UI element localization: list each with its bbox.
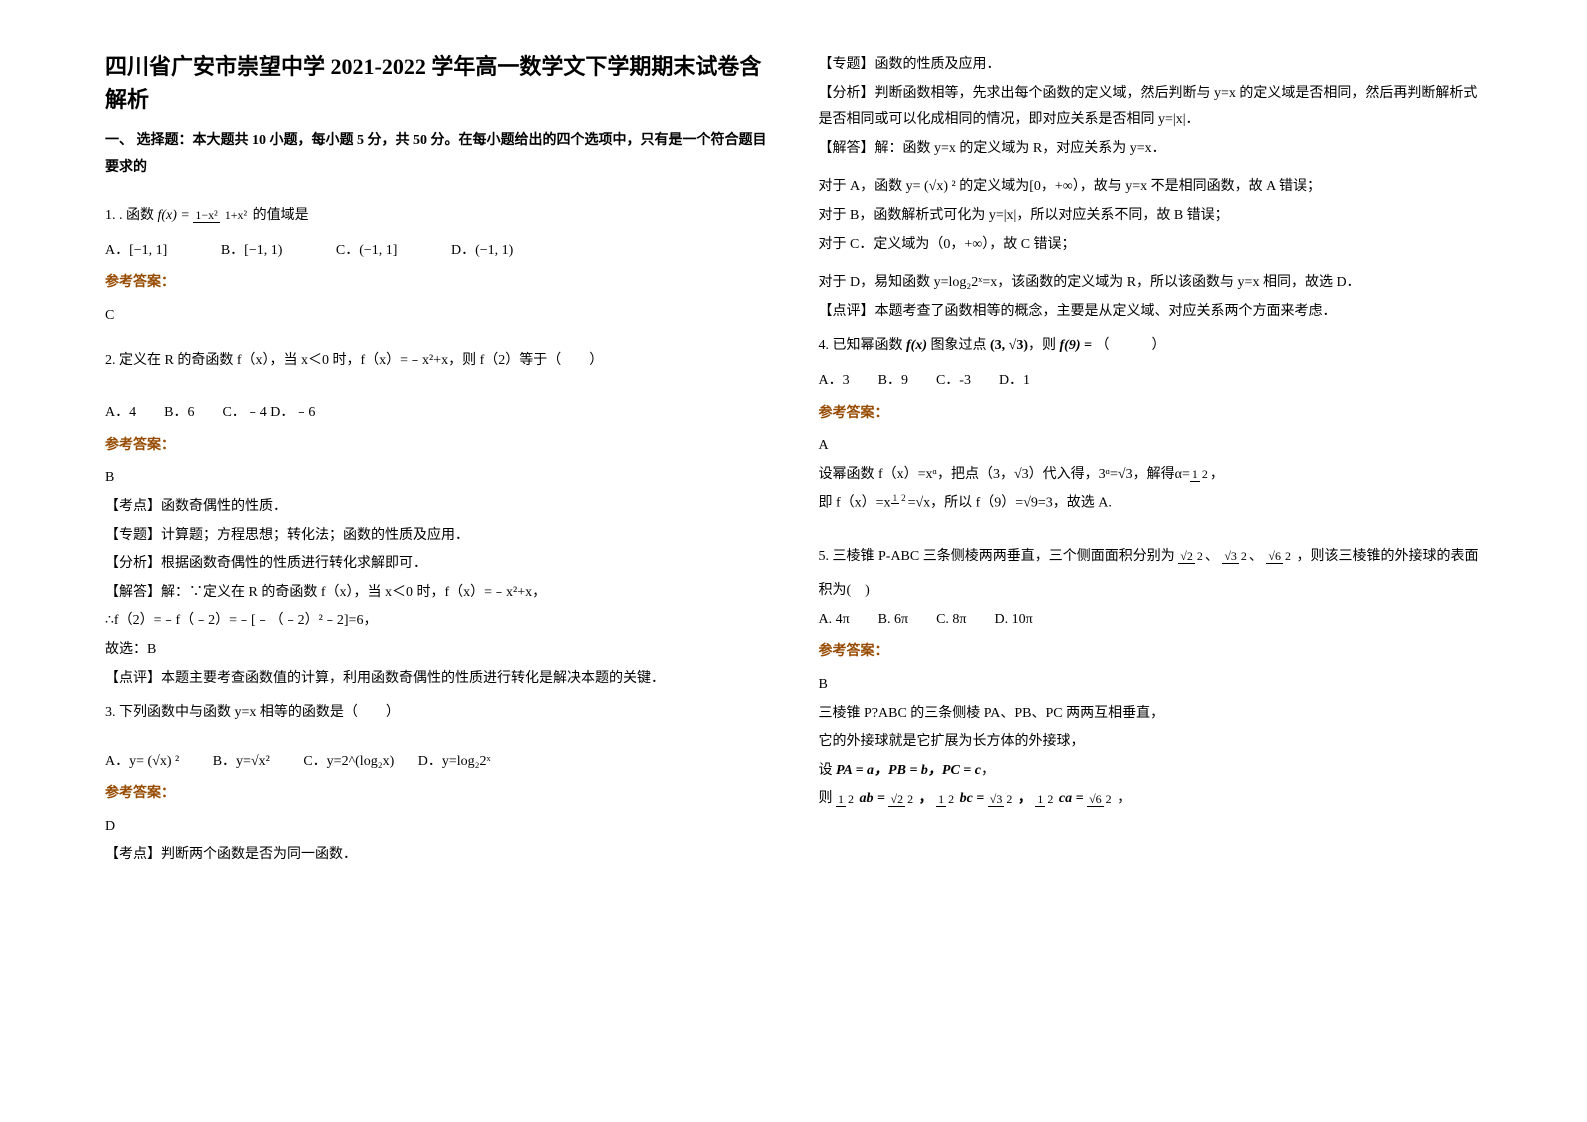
q5-text-pre: 5. 三棱锥 P-ABC 三条侧棱两两垂直，三个侧面面积分别为 bbox=[819, 549, 1179, 564]
q5-text-post: ，则该三棱锥的外接球的表面 bbox=[1297, 549, 1479, 564]
q2-point-4: 【解答】解：∵定义在 R 的奇函数 f（x），当 x＜0 时，f（x）=﹣x²+… bbox=[105, 580, 769, 607]
q5-answer-label: 参考答案： bbox=[819, 639, 1483, 666]
q3-point-1: 【考点】判断两个函数是否为同一函数． bbox=[105, 842, 769, 869]
q5-sol-4: 则 12 ab = √22 ， 12 bc = √32 ， 12 ca = √6… bbox=[819, 786, 1483, 813]
document-title: 四川省广安市崇望中学 2021-2022 学年高一数学文下学期期末试卷含解析 bbox=[105, 50, 769, 116]
q3-r-point-6: 对于 C．定义域为（0，+∞），故 C 错误； bbox=[819, 232, 1483, 259]
q4-sol-1: 设幂函数 f（x）=xᵅ，把点（3，√3）代入得，3ᵅ=√3，解得α=12， bbox=[819, 462, 1483, 489]
q3-options: A．y= (√x) ² B．y=√x² C．y=2^(log₂x) D．y=lo… bbox=[105, 749, 769, 776]
q2-point-6: 故选：B bbox=[105, 637, 769, 664]
q2-point-5: ∴f（2）=﹣f（﹣2）=﹣[﹣（﹣2）²﹣2]=6， bbox=[105, 608, 769, 635]
q3-r-point-4: 对于 A，函数 y= (√x) ² 的定义域为[0，+∞），故与 y=x 不是相… bbox=[819, 174, 1483, 201]
q1-suffix: 的值域是 bbox=[253, 208, 309, 223]
left-column: 四川省广安市崇望中学 2021-2022 学年高一数学文下学期期末试卷含解析 一… bbox=[80, 50, 794, 1072]
q3-answer-label: 参考答案： bbox=[105, 781, 769, 808]
q5-frac-3: √62 bbox=[1266, 550, 1293, 563]
q5-sol-1: 三棱锥 P?ABC 的三条侧棱 PA、PB、PC 两两互相垂直， bbox=[819, 701, 1483, 728]
q5-sol-2: 它的外接球就是它扩展为长方体的外接球， bbox=[819, 729, 1483, 756]
q3-answer: D bbox=[105, 814, 769, 841]
q3-option-b: B．y=√x² bbox=[213, 749, 270, 776]
q5-frac-1: √22 bbox=[1178, 550, 1205, 563]
q2-options: A．4 B．6 C．﹣4 D．﹣6 bbox=[105, 400, 769, 427]
q4-answer: A bbox=[819, 433, 1483, 460]
q2-point-2: 【专题】计算题；方程思想；转化法；函数的性质及应用． bbox=[105, 523, 769, 550]
q3-r-point-1: 【专题】函数的性质及应用． bbox=[819, 52, 1483, 79]
q1-answer: C bbox=[105, 303, 769, 330]
section-one-header: 一、 选择题：本大题共 10 小题，每小题 5 分，共 50 分。在每小题给出的… bbox=[105, 128, 769, 181]
q4-point-coords: (3, √3) bbox=[990, 338, 1028, 353]
q1-fraction: 1−x² 1+x² bbox=[193, 209, 249, 222]
question-1: 1. . 函数 f(x) = 1−x² 1+x² 的值域是 bbox=[105, 203, 769, 230]
q3-r-point-2: 【分析】判断函数相等，先求出每个函数的定义域，然后判断与 y=x 的定义域是否相… bbox=[819, 81, 1483, 134]
q4-f9: f(9) = bbox=[1060, 338, 1096, 353]
q5-options: A. 4π B. 6π C. 8π D. 10π bbox=[819, 607, 1483, 634]
question-5: 5. 三棱锥 P-ABC 三条侧棱两两垂直，三个侧面面积分别为 √22、 √32… bbox=[819, 544, 1483, 571]
q4-sol-2: 即 f（x）=x12=√x，所以 f（9）=√9=3，故选 A. bbox=[819, 490, 1483, 517]
q1-options: A．[−1, 1] B．[−1, 1) C．(−1, 1] D．(−1, 1) bbox=[105, 238, 769, 265]
q1-answer-label: 参考答案： bbox=[105, 270, 769, 297]
q4-text-pre: 4. 已知幂函数 bbox=[819, 338, 907, 353]
q2-point-1: 【考点】函数奇偶性的性质． bbox=[105, 494, 769, 521]
q3-option-c: C．y=2^(log₂x) bbox=[303, 749, 394, 776]
question-3: 3. 下列函数中与函数 y=x 相等的函数是（ ） bbox=[105, 700, 769, 727]
q5-frac-2: √32 bbox=[1222, 550, 1249, 563]
q4-fx: f(x) bbox=[906, 338, 927, 353]
q3-r-point-8: 【点评】本题考查了函数相等的概念，主要是从定义域、对应关系两个方面来考虑． bbox=[819, 299, 1483, 326]
q3-r-point-5: 对于 B，函数解析式可化为 y=|x|，所以对应关系不同，故 B 错误； bbox=[819, 203, 1483, 230]
q5-answer: B bbox=[819, 672, 1483, 699]
q1-option-b: B．[−1, 1) bbox=[221, 238, 283, 265]
right-column: 【专题】函数的性质及应用． 【分析】判断函数相等，先求出每个函数的定义域，然后判… bbox=[794, 50, 1508, 1072]
q3-r-point-7: 对于 D，易知函数 y=log₂2ˣ=x，该函数的定义域为 R，所以该函数与 y… bbox=[819, 270, 1483, 297]
q1-text: 1. . 函数 bbox=[105, 208, 158, 223]
q5-text-post2: 积为( ) bbox=[819, 578, 1483, 605]
q3-option-d: D．y=log₂2ˣ bbox=[418, 749, 491, 776]
q4-answer-label: 参考答案： bbox=[819, 401, 1483, 428]
q2-answer: B bbox=[105, 465, 769, 492]
q2-point-3: 【分析】根据函数奇偶性的性质进行转化求解即可． bbox=[105, 551, 769, 578]
q5-sol-3: 设 PA = a，PB = b，PC = c， bbox=[819, 758, 1483, 785]
question-2: 2. 定义在 R 的奇函数 f（x），当 x＜0 时，f（x）=﹣x²+x，则 … bbox=[105, 348, 769, 375]
q4-mid: 图象过点 bbox=[927, 338, 990, 353]
q4-options: A．3 B．9 C．-3 D．1 bbox=[819, 368, 1483, 395]
q4-paren: （ ） bbox=[1095, 338, 1165, 353]
q2-answer-label: 参考答案： bbox=[105, 433, 769, 460]
q1-option-d: D．(−1, 1) bbox=[451, 238, 513, 265]
q4-text-post: ，则 bbox=[1028, 338, 1060, 353]
q2-point-7: 【点评】本题主要考查函数值的计算，利用函数奇偶性的性质进行转化是解决本题的关键． bbox=[105, 666, 769, 693]
q3-option-a: A．y= (√x) ² bbox=[105, 749, 179, 776]
q1-option-a: A．[−1, 1] bbox=[105, 238, 167, 265]
q3-r-point-3: 【解答】解：函数 y=x 的定义域为 R，对应关系为 y=x． bbox=[819, 136, 1483, 163]
question-4: 4. 已知幂函数 f(x) 图象过点 (3, √3)，则 f(9) = （ ） bbox=[819, 333, 1483, 360]
q1-option-c: C．(−1, 1] bbox=[336, 238, 398, 265]
